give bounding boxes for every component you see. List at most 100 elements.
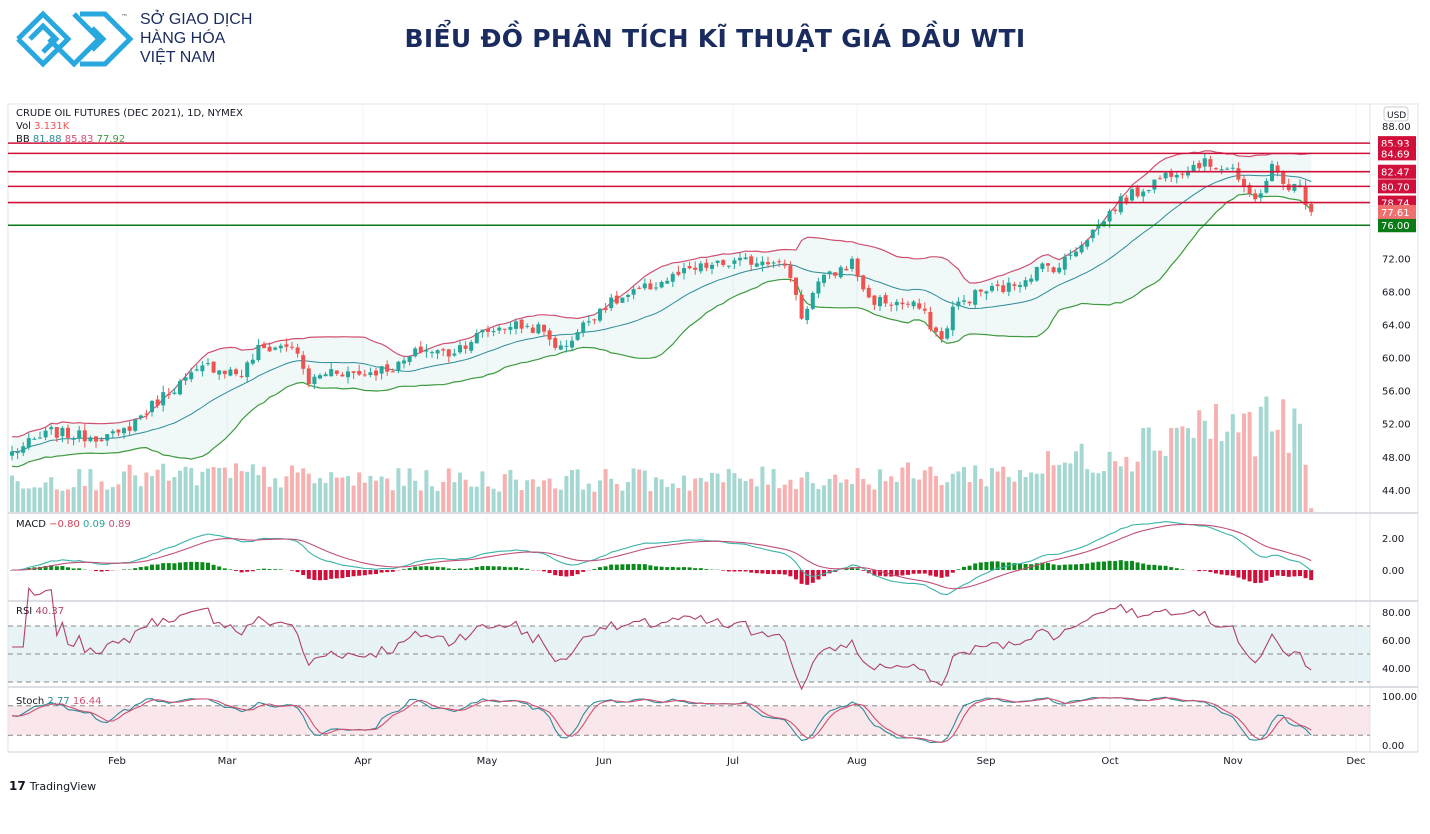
candle (116, 429, 121, 437)
tradingview-attribution[interactable]: 17 TradingView (9, 779, 96, 793)
candle (110, 429, 115, 439)
macd-histogram-bar (491, 566, 496, 570)
macd-histogram-bar (687, 567, 692, 570)
volume-bar (816, 488, 821, 512)
volume-bar (161, 463, 166, 512)
macd-histogram-bar (794, 570, 798, 580)
candle-body (1191, 164, 1196, 172)
macd-histogram-bar (172, 563, 177, 570)
volume-bar (407, 468, 412, 512)
candle-body (497, 327, 502, 331)
volume-bar (155, 469, 160, 512)
macd-histogram-bar (967, 565, 972, 570)
candle-body (1096, 224, 1101, 229)
macd-histogram-bar (620, 564, 625, 570)
candle (424, 344, 429, 358)
price-chart[interactable]: Feb Mar Apr May Jun Jul Aug Sep Oct Nov Dec 88.00 72… (0, 100, 1430, 780)
volume-bar (10, 475, 14, 512)
candle-body (676, 271, 681, 275)
page-title: BIỂU ĐỒ PHÂN TÍCH KĨ THUẬT GIÁ DẦU WTI (404, 24, 1026, 53)
candle (1225, 167, 1230, 170)
macd-histogram-bar (1158, 565, 1162, 570)
candle-body (278, 345, 283, 349)
candle (866, 284, 871, 299)
volume-bar (340, 477, 345, 512)
candle-body (1130, 189, 1134, 201)
candle-body (1006, 282, 1011, 292)
candle (267, 342, 272, 353)
macd-histogram-bar (592, 569, 597, 570)
candle-body (945, 328, 950, 339)
candle (536, 322, 541, 335)
candle (239, 369, 244, 379)
macd-histogram-bar (1118, 560, 1123, 570)
volume-bar (878, 469, 882, 512)
candle-body (1292, 184, 1297, 191)
volume-bar (1270, 431, 1274, 512)
candle-body (312, 376, 317, 384)
candle (771, 260, 776, 269)
volume-bar (1096, 473, 1101, 512)
macd-histogram-bar (1090, 562, 1095, 570)
candle (312, 374, 317, 390)
macd-histogram-bar (267, 569, 272, 570)
candle (693, 261, 698, 275)
macd-histogram-bar (760, 570, 765, 574)
volume-bar (922, 470, 927, 512)
volume-bar (60, 490, 65, 512)
macd-histogram-bar (301, 570, 306, 576)
candle-body (413, 348, 418, 357)
candle-body (200, 365, 205, 372)
volume-bar (469, 486, 474, 512)
candle-body (1062, 256, 1067, 270)
candle (928, 306, 933, 332)
candle-body (458, 345, 462, 353)
macd-hist-value: −0.80 (49, 519, 80, 530)
volume-bar (1141, 428, 1146, 512)
volume-bar (620, 490, 625, 512)
volume-bar (917, 479, 922, 512)
candle (301, 351, 306, 375)
candle (273, 346, 278, 351)
macd-histogram-bar (295, 570, 300, 573)
candle (435, 349, 440, 360)
volume-bar (642, 470, 647, 512)
macd-histogram-bar (166, 563, 171, 570)
candle (452, 348, 457, 357)
volume-bar (1191, 437, 1196, 512)
candle (766, 256, 770, 269)
volume-bar (749, 478, 754, 512)
volume-bar (334, 477, 339, 512)
macd-histogram-bar (1208, 570, 1213, 573)
candle (189, 367, 194, 383)
stoch-band (8, 705, 1370, 736)
candle-body (575, 332, 580, 340)
volume-bar (178, 470, 182, 512)
macd-histogram-bar (665, 567, 670, 570)
candle-body (1113, 209, 1118, 211)
volume-bar (805, 471, 810, 512)
macd-histogram-bar (155, 564, 160, 570)
macd-histogram-bar (1225, 570, 1230, 576)
candle (430, 350, 434, 358)
candle-body (178, 381, 182, 395)
stoch-label: Stoch (16, 696, 45, 707)
symbol-legend: CRUDE OIL FUTURES (DEC 2021), 1D, NYMEX (16, 108, 243, 119)
macd-histogram-bar (704, 569, 709, 570)
candle (441, 347, 446, 357)
macd-histogram-bar (1253, 570, 1258, 584)
volume-bar (1046, 451, 1050, 512)
volume-bar (1236, 432, 1241, 512)
candle-body (82, 430, 87, 442)
candle (1090, 229, 1095, 243)
candle (1146, 189, 1151, 194)
macd-histogram-bar (200, 562, 205, 570)
candle (144, 409, 149, 420)
candle-body (446, 349, 451, 357)
volume-bar (1230, 414, 1235, 512)
candle (738, 252, 742, 267)
volume-bar (374, 480, 378, 512)
macd-tick-label: 2.00 (1382, 534, 1404, 545)
bollinger-basis-line (11, 174, 1312, 453)
candle (872, 294, 877, 311)
